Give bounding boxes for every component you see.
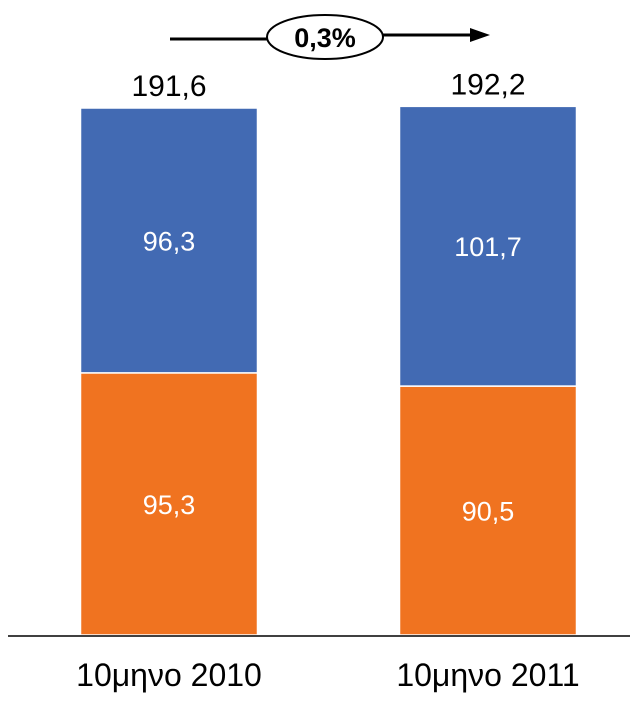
category-label-2: 10μηνο 2011 (396, 657, 579, 693)
growth-ellipse (266, 14, 384, 60)
total-value-label-2: 192,2 (450, 68, 525, 101)
segment-value-label-2-1: 96,3 (143, 226, 196, 256)
category-labels: 10μηνο 2010 10μηνο 2011 (76, 657, 580, 693)
growth-arrow-head-icon (470, 28, 490, 42)
bars-group: 95,3 96,3 191,6 90,5 101,7 192,2 (79, 68, 578, 636)
growth-label: 0,3% (294, 23, 356, 53)
growth-annotation: 0,3% (170, 14, 490, 60)
segment-value-label-1-2: 90,5 (462, 497, 515, 527)
category-label-1: 10μηνο 2010 (76, 657, 262, 693)
bar-segment-1-1 (79, 372, 259, 636)
bar-segment-2-1 (79, 107, 259, 374)
segment-value-label-1-1: 95,3 (143, 490, 196, 520)
total-value-label-1: 191,6 (131, 70, 206, 103)
segment-value-label-2-2: 101,7 (454, 232, 522, 262)
bar-segment-2-2 (398, 105, 578, 387)
